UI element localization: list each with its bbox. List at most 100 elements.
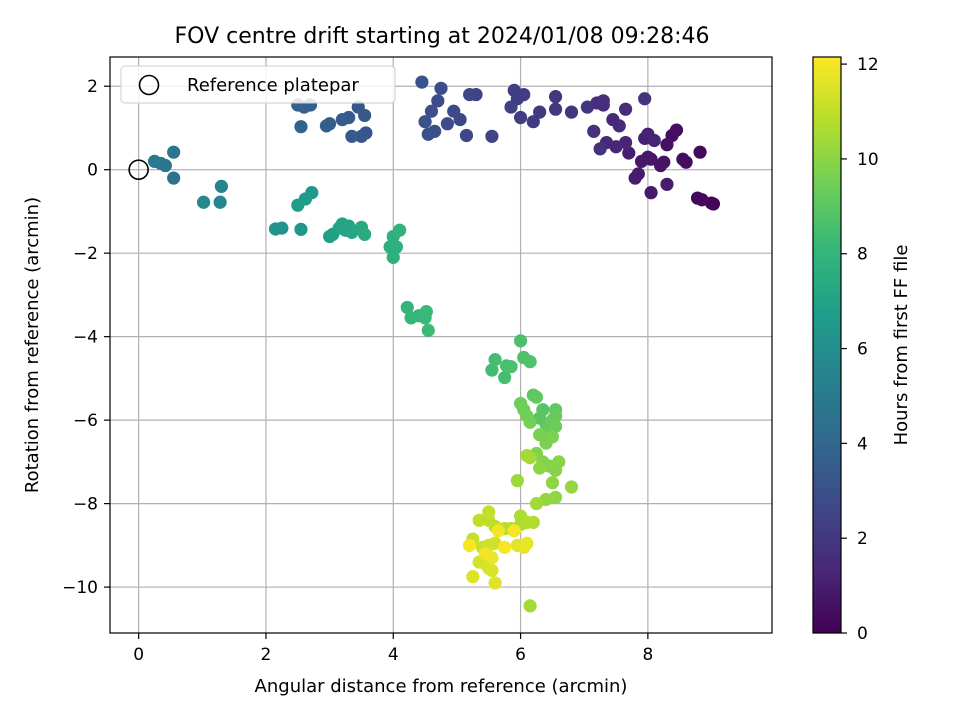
data-point (478, 547, 493, 561)
y-tick-label: −6 (73, 411, 98, 431)
colorbar-tick-label: 10 (857, 150, 879, 170)
data-point (533, 105, 547, 119)
data-point (424, 104, 439, 118)
x-tick-label: 4 (388, 645, 399, 665)
data-point (393, 223, 407, 237)
data-point (507, 83, 521, 97)
x-tick-label: 0 (133, 645, 144, 665)
colorbar-tick-label: 2 (857, 529, 868, 549)
colorbar-label: Hours from first FF file (891, 245, 912, 446)
colorbar-tick-label: 4 (857, 434, 868, 454)
data-point (488, 576, 502, 590)
data-point (612, 119, 626, 133)
data-point (510, 474, 524, 488)
data-point (498, 370, 512, 385)
x-tick-label: 8 (642, 645, 653, 665)
data-point (513, 334, 528, 348)
points-layer (128, 75, 721, 613)
data-point (593, 142, 607, 156)
data-point (654, 158, 668, 173)
colorbar-gradient (812, 56, 842, 634)
data-point (618, 102, 633, 116)
data-point (504, 360, 518, 374)
data-point (421, 323, 435, 337)
data-point (482, 505, 496, 519)
data-point (587, 124, 601, 138)
data-point (548, 419, 563, 433)
legend-marker (138, 74, 160, 96)
data-point (564, 480, 579, 494)
data-point (644, 186, 658, 200)
data-point (520, 449, 534, 463)
colorbar-tick-label: 12 (857, 55, 879, 75)
data-point (213, 195, 227, 209)
data-point (513, 110, 528, 125)
data-point (564, 105, 579, 119)
data-point (523, 415, 537, 429)
data-point (507, 524, 521, 538)
data-point (268, 222, 283, 236)
x-ticks: 0 2 4 6 8 (133, 633, 653, 665)
y-axis-label: Rotation from reference (arcmin) (22, 197, 43, 493)
x-tick-label: 6 (515, 645, 526, 665)
data-point (167, 171, 181, 185)
data-point (529, 390, 544, 404)
data-point (488, 353, 502, 367)
data-point (147, 154, 162, 168)
data-point (459, 128, 474, 143)
data-point (596, 94, 610, 108)
data-point (485, 563, 499, 577)
data-point (628, 171, 642, 185)
data-point (463, 538, 477, 552)
colorbar: 0 2 4 6 8 10 12 Hours from first FF file (812, 55, 912, 644)
data-point (580, 100, 595, 114)
reference-marker (128, 159, 149, 180)
data-point (418, 115, 432, 129)
colorbar-ticks: 0 2 4 6 8 10 12 (841, 55, 879, 644)
data-point (529, 497, 544, 511)
data-point (485, 129, 499, 143)
data-point (335, 113, 349, 127)
x-tick-label: 2 (261, 645, 272, 665)
data-point (463, 87, 477, 102)
y-ticks: 2 0 −2 −4 −6 −8 −10 (62, 77, 110, 598)
y-tick-label: −8 (73, 495, 98, 515)
y-tick-label: 0 (87, 161, 98, 181)
data-point (358, 227, 372, 241)
data-point (523, 355, 537, 369)
y-tick-label: −4 (73, 328, 98, 348)
data-point (523, 599, 537, 613)
colorbar-tick-label: 6 (857, 340, 868, 360)
data-point (622, 146, 636, 160)
data-point (472, 513, 486, 527)
legend-entry-label: Reference platepar (187, 75, 359, 96)
data-point (533, 461, 547, 475)
data-point (491, 524, 505, 538)
y-tick-label: −10 (62, 578, 98, 598)
data-point (545, 476, 559, 490)
data-point (548, 90, 563, 104)
data-point (466, 570, 480, 584)
data-point (196, 195, 211, 209)
data-point (291, 198, 305, 212)
data-point (434, 81, 448, 95)
legend: Reference platepar (120, 65, 396, 104)
data-point (167, 145, 181, 159)
data-point (294, 222, 308, 236)
data-point (676, 152, 690, 166)
data-point (660, 177, 674, 191)
data-point (386, 250, 400, 264)
data-point (351, 100, 365, 114)
data-point (421, 127, 435, 141)
x-axis-label: Angular distance from reference (arcmin) (255, 676, 628, 697)
y-tick-label: 2 (87, 77, 98, 97)
colorbar-tick-label: 8 (857, 245, 868, 265)
data-point (526, 515, 540, 529)
data-point (419, 305, 433, 319)
data-point (647, 133, 661, 148)
data-point (693, 145, 707, 159)
data-point (440, 117, 454, 131)
data-point (400, 300, 414, 315)
data-point (319, 119, 334, 133)
data-point (526, 115, 540, 129)
